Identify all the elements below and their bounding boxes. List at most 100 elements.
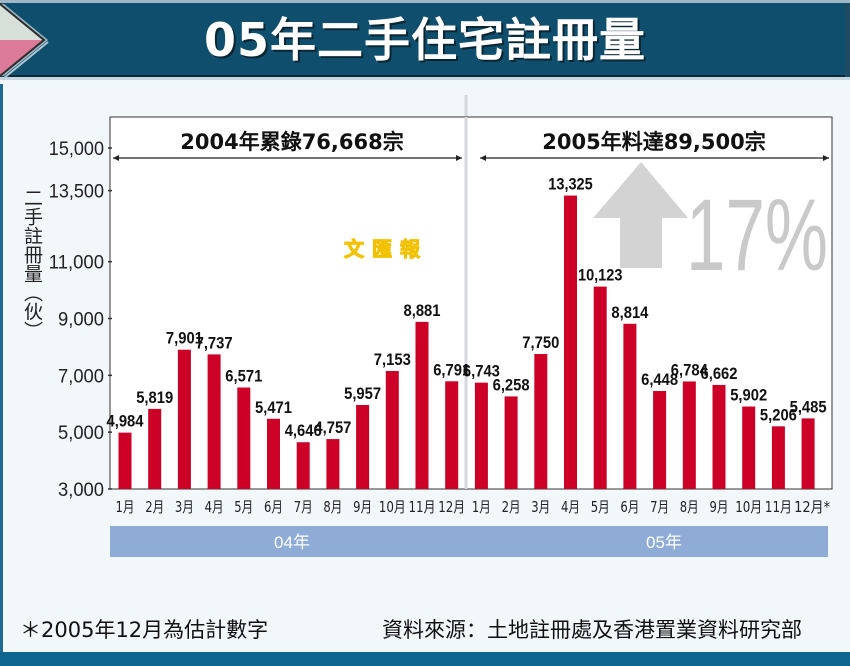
bar-value-label: 5,471 [255, 398, 292, 417]
footnote: ＊2005年12月為估計數字 [20, 618, 269, 642]
bar-value-label: 13,325 [548, 175, 592, 194]
x-tick-label: 11月 [765, 498, 792, 516]
bar-value-label: 6,258 [493, 375, 530, 394]
x-tick-label: 1月 [116, 498, 135, 516]
bar-value-label: 7,153 [374, 350, 411, 369]
bar-value-label: 6,743 [463, 362, 500, 381]
bar-value-label: 6,791 [433, 360, 470, 379]
bar-value-label: 4,757 [314, 418, 351, 437]
y-axis: 3,000 5,000 7,000 9,000 11,000 13,500 15,000 [49, 139, 112, 501]
bar-value-label: 4,646 [285, 421, 322, 440]
x-tick-label: 7月 [650, 498, 669, 516]
x-tick-label: 1月 [472, 498, 491, 516]
x-tick-label: 5月 [591, 498, 610, 516]
x-tick-label: 8月 [323, 498, 342, 516]
annotation-2004: 2004年累錄76,668宗 [180, 130, 403, 154]
up-arrow-icon [593, 162, 688, 268]
bar [653, 391, 667, 489]
x-tick-label: 3月 [531, 498, 550, 516]
bar [801, 418, 815, 489]
bar-value-label: 7,750 [522, 333, 559, 352]
bar-value-label: 7,737 [196, 333, 233, 352]
page-title: 05年二手住宅註冊量 [203, 13, 646, 67]
banner-bevel [0, 0, 850, 3]
y-tick-label: 5,000 [58, 423, 104, 444]
annotation-2005: 2005年料達89,500宗 [542, 130, 765, 154]
bar-value-label: 6,571 [225, 367, 262, 386]
x-tick-label: 9月 [710, 498, 729, 516]
bar-value-label: 7,901 [166, 329, 203, 348]
bar [534, 354, 548, 489]
bar [415, 321, 429, 489]
y-tick-label: 3,000 [58, 480, 104, 501]
x-tick-label: 8月 [680, 498, 699, 516]
year-band-label-05: 05年 [646, 533, 682, 552]
bar-value-label: 6,662 [701, 364, 738, 383]
x-tick-label: 2月 [502, 498, 521, 516]
x-tick-label: 10月 [735, 498, 762, 516]
bar [267, 418, 280, 489]
y-tick-label: 11,000 [49, 253, 104, 274]
growth-label: 17% [686, 178, 828, 292]
bar [385, 370, 399, 489]
y-tick-label: 9,000 [58, 310, 104, 331]
banner-bevel [0, 77, 850, 80]
bar [177, 349, 191, 489]
x-tick-label: 6月 [264, 498, 283, 516]
plot-area [109, 116, 833, 490]
bar-value-label: 5,819 [136, 388, 173, 407]
bar [148, 408, 162, 489]
x-axis: 1月 2月 3月 4月 5月 6月 7月 8月 9月 10月 11月 12月 1月 2月 3月 4月 5月 6月 7… [116, 498, 831, 516]
bar-value-label: 8,814 [611, 303, 648, 322]
bar [118, 432, 132, 489]
bar [771, 426, 785, 489]
x-tick-label: 5月 [234, 498, 253, 516]
bar [504, 396, 518, 489]
x-tick-label: 10月 [379, 498, 406, 516]
watermark-logo: 文匯報 [344, 237, 428, 261]
x-tick-label: 4月 [561, 498, 580, 516]
title-banner: 05年二手住宅註冊量 [0, 0, 850, 80]
bar-value-label: 6,784 [671, 360, 708, 379]
bar [593, 286, 607, 489]
bar-value-label: 4,984 [107, 412, 144, 431]
y-tick-label: 15,000 [49, 139, 104, 160]
bar-value-label: 5,957 [344, 384, 381, 403]
bar-value-label: 5,206 [760, 405, 797, 424]
footer-bar [0, 652, 850, 666]
banner-body [3, 3, 845, 78]
range-arrow-2004 [113, 155, 462, 161]
bar-value-label: 10,123 [578, 266, 622, 285]
bar [207, 354, 221, 489]
x-tick-label: 6月 [620, 498, 639, 516]
year-band-label-04: 04年 [274, 533, 310, 552]
bar-value-label: 8,881 [404, 301, 441, 320]
x-tick-label: 2月 [145, 498, 164, 516]
bar [564, 195, 577, 490]
bar [623, 323, 637, 489]
bar [326, 439, 340, 489]
bar [296, 442, 310, 489]
bar [742, 406, 756, 489]
source-note: 資料來源：土地註冊處及香港置業資料研究部 [382, 618, 802, 642]
bar-value-label: 5,902 [730, 386, 767, 405]
x-tick-label: 3月 [175, 498, 194, 516]
triangle-arrow-icon [0, 3, 49, 79]
bar [237, 387, 251, 489]
x-tick-label: 4月 [205, 498, 224, 516]
range-arrow-2005 [480, 155, 829, 161]
year-band [110, 526, 828, 557]
x-tick-label: 12月 [438, 498, 465, 516]
x-tick-label: 9月 [353, 498, 372, 516]
y-tick-label: 7,000 [58, 366, 104, 387]
y-axis-label: 二手註冊量（伙） [21, 188, 43, 340]
bar [682, 381, 696, 489]
x-tick-label: 11月 [409, 498, 436, 516]
bar-value-label: 6,448 [641, 370, 678, 389]
y-tick-label: 13,500 [49, 182, 104, 203]
bar [474, 382, 488, 489]
bar [356, 404, 370, 489]
bar [445, 381, 459, 489]
